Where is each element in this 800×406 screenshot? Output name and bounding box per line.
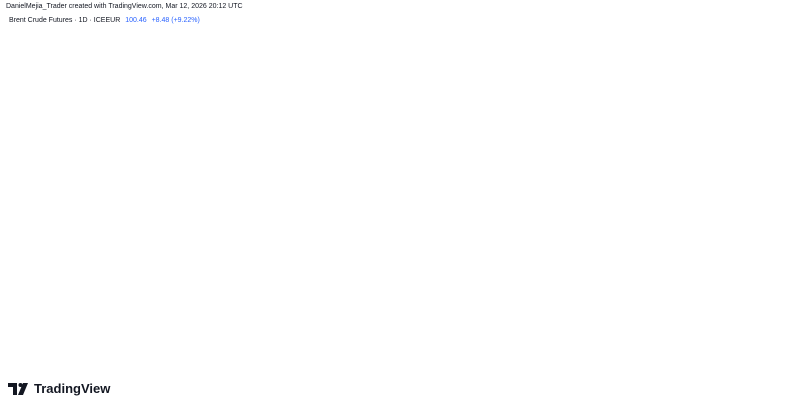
brand-name: TradingView bbox=[34, 381, 111, 396]
time-tick-label: Mar bbox=[62, 367, 75, 374]
wti-series-line bbox=[7, 79, 674, 327]
price-tick-label: 112.00 bbox=[776, 54, 797, 61]
time-tick-label: Sep bbox=[287, 367, 300, 374]
time-tick-label: Sep bbox=[17, 367, 30, 374]
time-tick-label: 2024 bbox=[135, 367, 151, 374]
price-labels: BRNK2026 100.46 CLJ2026 96.60 70.78 67.24 66.7… bbox=[691, 108, 753, 292]
time-tick-label: Sep bbox=[197, 367, 210, 374]
price-axis: 112.00 108.00 104.00 100.00 96.00 92.00 88.00 8… bbox=[776, 54, 798, 354]
price-tick-label: 56.00 bbox=[776, 328, 794, 335]
time-tick-label: 2026 bbox=[316, 367, 332, 374]
time-tick-label: Nov bbox=[212, 367, 225, 374]
price-tick-label: 100.00 bbox=[776, 113, 798, 120]
time-tick-label: Nov bbox=[122, 367, 135, 374]
time-axis: Jul Sep Nov 2023 Mar May Jul Sep Nov 2024 Mar May Ju… bbox=[4, 367, 390, 374]
series-name-badge bbox=[691, 108, 726, 119]
time-tick-label: Mar bbox=[242, 367, 255, 374]
price-tick-label: 52.00 bbox=[776, 347, 794, 354]
price-value-label: 100.46 bbox=[731, 111, 751, 118]
price-tick-label: 80.00 bbox=[776, 211, 794, 218]
last-price-dot bbox=[671, 111, 676, 116]
time-tick-label: Jul bbox=[4, 367, 13, 374]
price-tick-label: 104.00 bbox=[776, 93, 798, 100]
wti-area bbox=[8, 79, 674, 364]
price-tick-label: 60.00 bbox=[776, 308, 794, 315]
time-tick-label: Sep bbox=[107, 367, 120, 374]
price-value-label: 66.79 bbox=[732, 284, 749, 291]
price-value-label: 67.24 bbox=[732, 273, 749, 280]
price-value-badge bbox=[728, 281, 753, 292]
price-tick-label: 92.00 bbox=[776, 152, 794, 159]
time-tick-label: Nov bbox=[32, 367, 45, 374]
price-value-badge bbox=[728, 127, 753, 138]
time-tick-label: Mar bbox=[152, 367, 165, 374]
symbol-title: Brent Crude Futures · 1D · ICEEUR bbox=[9, 17, 121, 24]
price-tick-label: 88.00 bbox=[776, 172, 794, 179]
chart-grid bbox=[0, 0, 800, 364]
price-value-badge bbox=[728, 270, 753, 281]
tradingview-logo-icon bbox=[8, 382, 28, 395]
price-value-label: 70.78 bbox=[732, 256, 749, 263]
unit-label[interactable]: BLL bbox=[776, 32, 789, 39]
series-name-badge bbox=[691, 127, 726, 138]
series-name-label: CLJ2026 bbox=[695, 130, 721, 137]
time-tick-label: Mar bbox=[332, 367, 345, 374]
price-tick-label: 72.00 bbox=[776, 250, 794, 257]
price-tick-label: 68.00 bbox=[776, 269, 794, 276]
last-price: 100.46 bbox=[125, 17, 147, 24]
brent-area bbox=[8, 53, 674, 363]
price-tick-label: 96.00 bbox=[776, 133, 794, 140]
price-tick-label: 76.00 bbox=[776, 230, 794, 237]
chart-credit: DanielMejia_Trader created with TradingV… bbox=[6, 3, 243, 10]
time-tick-label: Jul bbox=[364, 367, 373, 374]
tradingview-brand[interactable]: TradingView bbox=[8, 381, 110, 396]
time-tick-label: Sep bbox=[377, 367, 390, 374]
price-tick-label: 108.00 bbox=[776, 74, 798, 81]
price-tick-label: 64.00 bbox=[776, 289, 794, 296]
price-change: +8.48 (+9.22%) bbox=[151, 17, 200, 24]
price-value-label: 96.60 bbox=[732, 130, 749, 137]
time-tick-label: 2023 bbox=[45, 367, 61, 374]
time-tick-label: Jul bbox=[274, 367, 283, 374]
time-tick-label: May bbox=[167, 367, 181, 374]
time-tick-label: May bbox=[257, 367, 271, 374]
time-tick-label: Nov bbox=[302, 367, 315, 374]
time-tick-label: 2025 bbox=[226, 367, 242, 374]
currency-label[interactable]: USD bbox=[776, 18, 791, 25]
series-name-label: BRNK2026 bbox=[692, 111, 725, 118]
price-tick-label: 84.00 bbox=[776, 191, 794, 198]
time-tick-label: May bbox=[76, 367, 90, 374]
time-tick-label: Jul bbox=[94, 367, 103, 374]
price-value-badge bbox=[728, 108, 753, 119]
time-tick-label: May bbox=[347, 367, 361, 374]
brent-series-line bbox=[7, 52, 674, 308]
time-tick-label: Jul bbox=[184, 367, 193, 374]
symbol-legend[interactable]: Brent Crude Futures · 1D · ICEEUR 100.46… bbox=[9, 17, 200, 24]
price-value-badge bbox=[728, 253, 753, 264]
